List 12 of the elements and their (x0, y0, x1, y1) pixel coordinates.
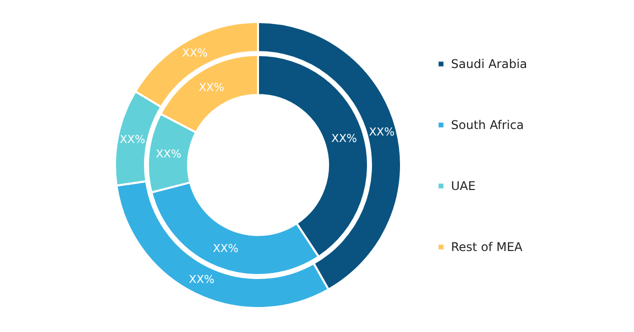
legend-label: UAE (451, 179, 476, 193)
data-label: XX% (120, 132, 146, 146)
data-label: XX% (331, 132, 357, 146)
legend-label: South Africa (451, 118, 524, 132)
legend-label: Rest of MEA (451, 240, 524, 254)
data-label: XX% (182, 46, 208, 60)
legend-label: Saudi Arabia (451, 57, 528, 71)
data-label: XX% (198, 80, 224, 94)
data-label: XX% (212, 242, 238, 255)
data-label: XX% (156, 148, 182, 161)
data-label: XX% (188, 272, 214, 286)
data-label: XX% (369, 125, 395, 138)
